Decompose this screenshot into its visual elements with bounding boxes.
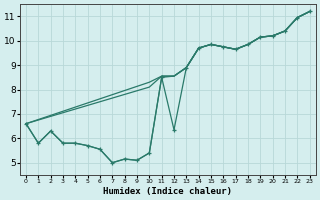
X-axis label: Humidex (Indice chaleur): Humidex (Indice chaleur) <box>103 187 232 196</box>
